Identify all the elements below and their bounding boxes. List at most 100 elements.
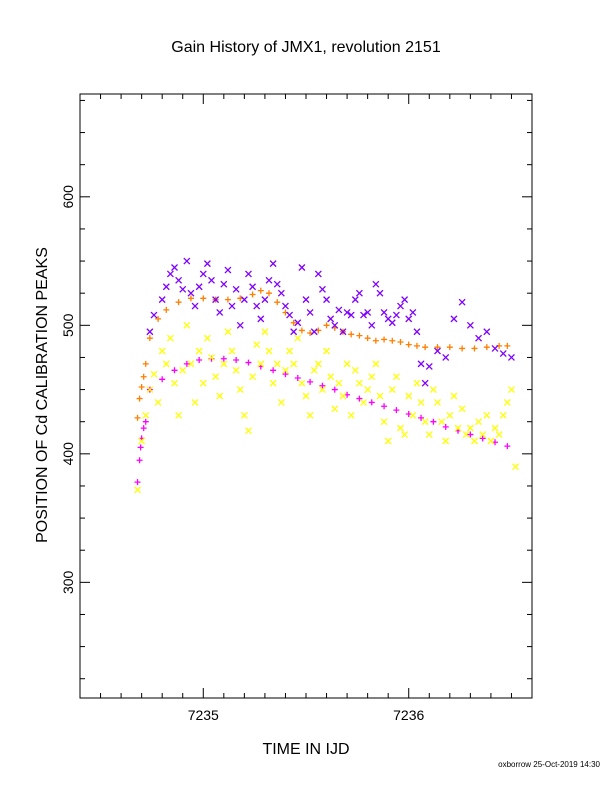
data-point xyxy=(146,335,153,342)
data-point xyxy=(409,309,417,316)
data-point xyxy=(495,431,503,439)
data-point xyxy=(475,334,483,342)
data-point xyxy=(294,334,302,342)
data-point xyxy=(446,411,454,419)
data-point xyxy=(504,342,511,349)
y-axis-label: POSITION OF Cd CALIBRATION PEAKS xyxy=(34,247,51,543)
data-point xyxy=(290,360,298,368)
series-3 xyxy=(134,321,520,494)
data-point xyxy=(249,291,256,298)
data-point xyxy=(397,424,404,432)
data-point xyxy=(136,457,143,464)
data-point xyxy=(430,418,437,425)
data-point xyxy=(159,376,166,383)
data-point xyxy=(232,366,240,374)
x-tick-label: 7235 xyxy=(188,707,219,723)
data-point xyxy=(199,270,207,278)
data-point xyxy=(356,332,363,339)
data-point xyxy=(413,379,421,387)
data-point xyxy=(397,339,404,346)
data-point xyxy=(405,341,412,348)
data-point xyxy=(253,341,261,349)
data-point xyxy=(339,328,347,336)
data-point xyxy=(163,306,170,313)
data-point xyxy=(166,334,174,342)
data-point xyxy=(154,398,162,406)
data-point xyxy=(158,296,166,304)
data-point xyxy=(417,360,425,368)
data-point xyxy=(269,379,277,387)
data-point xyxy=(270,367,277,374)
data-point xyxy=(364,309,372,316)
data-point xyxy=(187,289,195,297)
x-axis-label: TIME IN IJD xyxy=(262,741,349,758)
y-tick-label: 400 xyxy=(60,442,76,466)
data-point xyxy=(401,431,409,439)
data-point xyxy=(187,295,194,302)
data-point xyxy=(351,366,359,374)
data-point xyxy=(195,347,203,355)
data-point xyxy=(331,405,339,413)
data-point xyxy=(372,280,380,288)
data-point xyxy=(294,319,302,327)
data-point xyxy=(425,431,433,439)
data-point xyxy=(347,311,355,319)
data-point xyxy=(368,399,375,406)
data-point xyxy=(413,328,421,336)
data-point xyxy=(409,411,417,419)
data-point xyxy=(347,411,355,419)
data-point xyxy=(360,398,367,406)
data-point xyxy=(364,335,371,342)
y-tick-label: 300 xyxy=(60,570,76,594)
data-point xyxy=(356,395,363,402)
data-point xyxy=(458,298,466,306)
data-point xyxy=(216,392,224,400)
data-point xyxy=(286,347,294,355)
data-point xyxy=(467,431,474,438)
data-point xyxy=(138,384,145,391)
data-point xyxy=(281,366,289,374)
data-point xyxy=(183,257,191,265)
data-point xyxy=(372,360,380,368)
data-point xyxy=(146,328,154,336)
series-0 xyxy=(134,355,511,486)
data-point xyxy=(434,347,441,355)
data-point xyxy=(331,386,338,393)
data-point xyxy=(388,386,396,394)
data-point xyxy=(277,398,285,406)
data-point xyxy=(162,360,170,368)
data-point xyxy=(397,302,404,310)
data-point xyxy=(499,411,507,419)
data-point xyxy=(318,386,326,394)
data-point xyxy=(266,290,273,297)
data-point xyxy=(368,321,376,329)
data-point xyxy=(191,302,199,310)
axis-ticks xyxy=(80,94,532,698)
data-point xyxy=(191,398,199,406)
data-point xyxy=(348,331,355,338)
data-point xyxy=(199,379,207,387)
data-point xyxy=(273,360,281,368)
data-point xyxy=(314,270,322,278)
data-point xyxy=(200,295,207,302)
data-point xyxy=(462,431,470,439)
data-point xyxy=(302,392,310,400)
data-point xyxy=(466,424,474,432)
data-point xyxy=(220,280,228,288)
y-tick-label: 500 xyxy=(60,313,76,337)
data-point xyxy=(136,395,143,402)
data-point xyxy=(503,398,511,406)
data-point xyxy=(138,437,146,445)
data-point xyxy=(212,296,220,304)
data-point xyxy=(343,360,351,368)
data-point xyxy=(323,322,330,329)
data-point xyxy=(265,276,273,284)
data-point xyxy=(491,344,499,352)
data-point xyxy=(175,276,183,284)
data-point xyxy=(142,411,150,419)
axis-tick-labels: 300 400 500 600 7235 7236 xyxy=(60,185,425,723)
data-point xyxy=(434,398,441,406)
data-point xyxy=(483,411,491,419)
data-point xyxy=(380,309,388,316)
data-point xyxy=(220,360,228,368)
